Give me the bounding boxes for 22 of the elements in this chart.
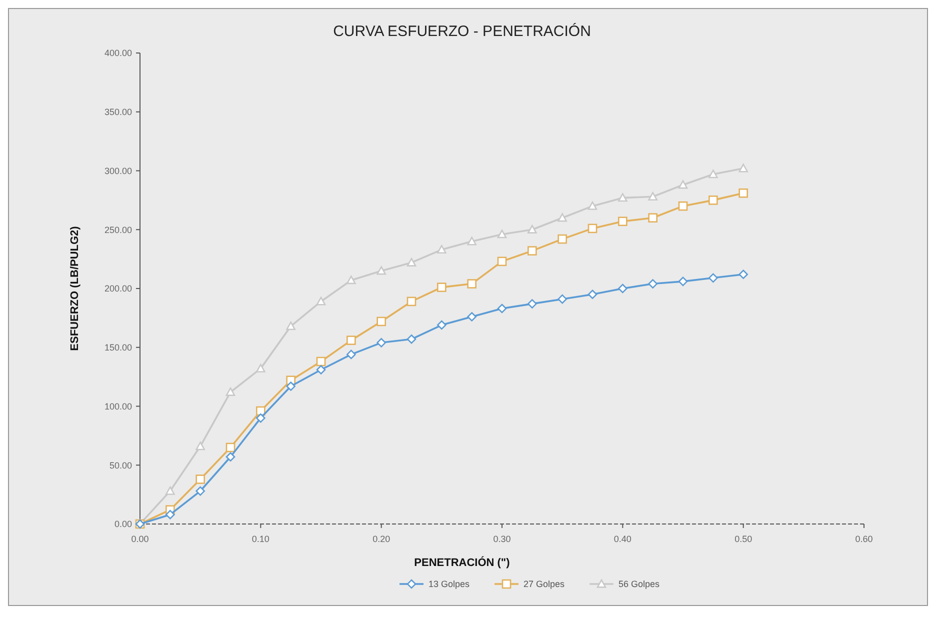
legend-label: 27 Golpes bbox=[524, 579, 566, 590]
y-tick-label: 350.00 bbox=[104, 107, 132, 118]
y-tick-label: 0.00 bbox=[114, 519, 132, 530]
legend-label: 13 Golpes bbox=[428, 579, 470, 590]
x-tick-label: 0.00 bbox=[131, 534, 149, 544]
y-axis-title: ESFUERZO (LB/PULG2) bbox=[69, 226, 81, 351]
x-tick-label: 0.30 bbox=[493, 534, 511, 544]
x-axis-title: PENETRACIÓN (") bbox=[414, 556, 510, 569]
x-tick-label: 0.10 bbox=[252, 534, 270, 544]
y-tick-label: 250.00 bbox=[104, 224, 132, 235]
y-tick-label: 100.00 bbox=[104, 401, 132, 412]
y-tick-label: 150.00 bbox=[104, 342, 132, 353]
x-tick-label: 0.40 bbox=[614, 534, 632, 544]
y-tick-label: 300.00 bbox=[104, 166, 132, 176]
legend-label: 56 Golpes bbox=[618, 579, 660, 590]
y-tick-label: 200.00 bbox=[104, 284, 132, 294]
chart-title: CURVA ESFUERZO - PENETRACIÓN bbox=[333, 22, 591, 40]
y-tick-label: 400.00 bbox=[104, 48, 132, 58]
x-tick-label: 0.20 bbox=[372, 534, 390, 544]
y-tick-label: 50.00 bbox=[109, 460, 132, 470]
x-tick-label: 0.60 bbox=[855, 534, 873, 544]
x-tick-label: 0.50 bbox=[734, 534, 752, 544]
